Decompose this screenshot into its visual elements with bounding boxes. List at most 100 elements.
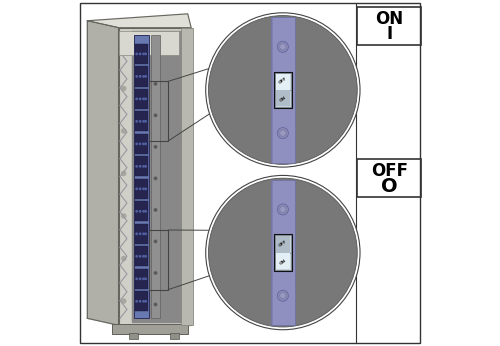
FancyBboxPatch shape [271,180,273,325]
Text: I: I [386,25,392,43]
Circle shape [143,211,144,212]
Circle shape [155,83,156,84]
Circle shape [140,188,141,190]
Circle shape [136,256,138,257]
FancyBboxPatch shape [136,246,148,266]
FancyBboxPatch shape [129,333,138,339]
FancyBboxPatch shape [181,28,193,325]
Text: ON: ON [279,258,287,266]
Circle shape [140,166,141,167]
FancyBboxPatch shape [271,17,273,163]
Circle shape [145,53,146,55]
Circle shape [143,98,144,100]
Circle shape [122,171,126,175]
Circle shape [154,272,157,274]
FancyBboxPatch shape [275,73,290,107]
FancyBboxPatch shape [276,236,289,253]
Circle shape [143,278,144,280]
Circle shape [136,143,138,145]
Text: OFF: OFF [278,239,288,247]
Circle shape [136,301,138,302]
Circle shape [136,53,138,55]
Circle shape [155,146,156,147]
Polygon shape [132,31,191,322]
Text: ON: ON [375,10,404,28]
FancyBboxPatch shape [136,224,148,244]
FancyBboxPatch shape [136,201,148,221]
FancyBboxPatch shape [136,179,148,199]
Circle shape [208,178,358,327]
Circle shape [154,114,157,117]
Text: O: O [381,177,398,196]
Circle shape [140,278,141,280]
Circle shape [143,233,144,235]
Circle shape [145,143,146,145]
Circle shape [155,115,156,116]
FancyBboxPatch shape [134,35,150,318]
Circle shape [154,145,157,148]
Circle shape [140,53,141,55]
Circle shape [136,188,138,190]
FancyBboxPatch shape [136,111,148,131]
Circle shape [140,76,141,77]
Text: ON: ON [279,95,287,103]
FancyBboxPatch shape [136,44,148,64]
Circle shape [155,272,156,274]
Circle shape [136,98,138,100]
Circle shape [143,188,144,190]
Circle shape [278,41,288,52]
Polygon shape [88,14,191,28]
FancyBboxPatch shape [118,31,180,55]
Circle shape [136,278,138,280]
FancyBboxPatch shape [170,333,179,339]
Circle shape [122,86,126,91]
Circle shape [154,303,157,306]
Text: OFF: OFF [278,76,288,85]
Circle shape [143,301,144,302]
Circle shape [136,166,138,167]
Circle shape [145,301,146,302]
FancyBboxPatch shape [274,234,291,271]
Polygon shape [88,21,118,325]
Circle shape [145,278,146,280]
FancyBboxPatch shape [112,324,188,334]
FancyBboxPatch shape [276,74,289,90]
Circle shape [154,177,157,180]
Circle shape [143,143,144,145]
Circle shape [122,299,126,303]
Circle shape [140,233,141,235]
Circle shape [154,209,157,211]
Circle shape [155,178,156,179]
Circle shape [154,240,157,243]
FancyBboxPatch shape [151,35,160,318]
Circle shape [145,256,146,257]
Circle shape [136,121,138,122]
Circle shape [155,209,156,211]
FancyBboxPatch shape [136,156,148,176]
Circle shape [206,175,360,330]
Circle shape [143,76,144,77]
FancyBboxPatch shape [136,66,148,86]
Circle shape [278,290,288,301]
Circle shape [145,211,146,212]
Polygon shape [118,28,191,325]
Circle shape [145,166,146,167]
Circle shape [280,206,286,212]
Circle shape [280,44,286,50]
Circle shape [143,166,144,167]
Circle shape [278,204,288,215]
Circle shape [280,293,286,299]
Circle shape [155,304,156,305]
Circle shape [154,82,157,85]
Circle shape [136,76,138,77]
Circle shape [140,211,141,212]
Text: OFF: OFF [371,162,408,180]
Circle shape [140,121,141,122]
Circle shape [140,301,141,302]
FancyBboxPatch shape [136,134,148,154]
Circle shape [280,130,286,136]
Circle shape [136,233,138,235]
FancyBboxPatch shape [271,17,295,163]
FancyBboxPatch shape [136,269,148,289]
Circle shape [145,233,146,235]
